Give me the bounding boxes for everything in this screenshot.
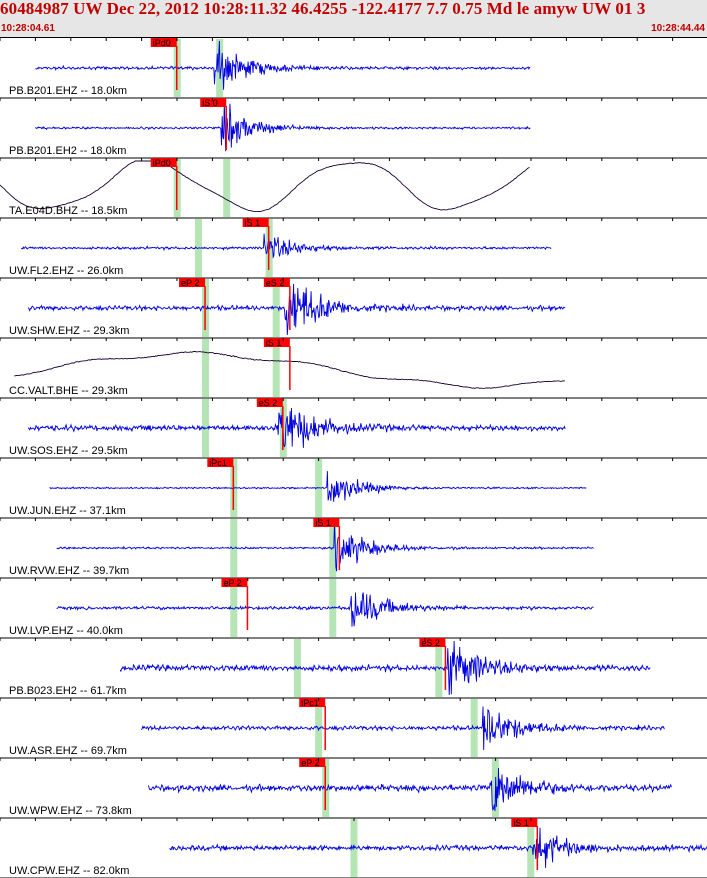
station-label: UW.WPW.EHZ -- 73.8km	[9, 805, 132, 817]
trace-row[interactable]: iPd0 TA.E04D.BHZ -- 18.5km	[0, 158, 707, 219]
phase-pick-label: eS 2	[421, 638, 440, 648]
trace-row[interactable]: eP 2 UW.WPW.EHZ -- 73.8km	[0, 758, 707, 819]
phase-pick-label: eP 2	[223, 578, 241, 588]
phase-pick-label: iS 1	[245, 218, 261, 228]
station-label: UW.CPW.EHZ -- 82.0km	[9, 865, 129, 877]
waveform-trace	[49, 471, 587, 502]
waveform-trace	[148, 767, 672, 811]
window-start-time: 10:28:04.61	[1, 23, 55, 34]
phase-pick-label: iS 0	[202, 98, 218, 108]
phase-pick-label: eS 2	[266, 278, 285, 288]
phase-pick-label: iS 1	[315, 518, 331, 528]
phase-pick-flag[interactable]	[419, 638, 446, 647]
event-summary-title: 60484987 UW Dec 22, 2012 10:28:11.32 46.…	[0, 0, 646, 18]
trace-row[interactable]: iS 1 UW.RVW.EHZ -- 39.7km	[0, 518, 707, 579]
trace-row[interactable]: iPd0 PB.B201.EHZ -- 18.0km	[0, 38, 707, 99]
phase-pick-flag[interactable]	[299, 698, 326, 707]
phase-pick-label: iPc1	[209, 458, 227, 468]
waveform-trace	[35, 40, 531, 90]
trace-row[interactable]: iS 1 UW.FL2.EHZ -- 26.0km	[0, 218, 707, 279]
phase-pick-label: eP 2	[181, 278, 199, 288]
theoretical-arrival-band	[230, 579, 238, 637]
phase-pick-label: eS 2	[259, 398, 278, 408]
trace-row[interactable]: eS 2 UW.SOS.EHZ -- 29.5km	[0, 398, 707, 459]
station-label: UW.SOS.EHZ -- 29.5km	[9, 445, 128, 457]
theoretical-arrival-band	[350, 819, 358, 877]
waveform-trace	[141, 706, 665, 751]
waveform-trace	[20, 233, 552, 259]
station-label: UW.RVW.EHZ -- 39.7km	[9, 565, 129, 577]
theoretical-arrival-band	[315, 699, 323, 757]
station-label: CC.VALT.BHE -- 29.3km	[9, 385, 128, 397]
station-label: PB.B023.EH2 -- 61.7km	[9, 685, 126, 697]
station-label: PB.B201.EHZ -- 18.0km	[9, 85, 127, 97]
trace-row[interactable]: eP 2 UW.LVP.EHZ -- 40.0km	[0, 578, 707, 639]
phase-pick-flag[interactable]	[511, 818, 538, 827]
waveform-trace	[56, 592, 594, 627]
theoretical-arrival-band	[202, 339, 210, 397]
window-end-time: 10:28:44.44	[651, 23, 705, 34]
phase-pick-flag[interactable]	[200, 98, 227, 107]
trace-row[interactable]: eP 2 eS 2 UW.SHW.EHZ -- 29.3km	[0, 278, 707, 339]
theoretical-arrival-band	[223, 159, 231, 217]
phase-pick-flag[interactable]	[150, 158, 177, 167]
phase-pick-flag[interactable]	[263, 278, 290, 287]
phase-pick-flag[interactable]	[221, 578, 248, 587]
phase-pick-label: iPd0	[153, 158, 171, 168]
seismogram-panel: iPd0 PB.B201.EHZ -- 18.0km iS 0 PB.B201.EH2…	[0, 38, 707, 878]
phase-pick-flag[interactable]	[242, 218, 269, 227]
phase-pick-flag[interactable]	[263, 338, 290, 347]
phase-pick-flag[interactable]	[256, 398, 283, 407]
phase-pick-flag[interactable]	[299, 758, 326, 767]
phase-pick-flag[interactable]	[313, 518, 340, 527]
station-label: PB.B201.EH2 -- 18.0km	[9, 145, 126, 157]
trace-row[interactable]: iPc1 UW.ASR.EHZ -- 69.7km	[0, 698, 707, 759]
phase-pick-label: iS 1	[266, 338, 282, 348]
station-label: UW.JUN.EHZ -- 37.1km	[9, 505, 126, 517]
trace-row[interactable]: iS 1 UW.CPW.EHZ -- 82.0km	[0, 818, 707, 878]
station-label: TA.E04D.BHZ -- 18.5km	[9, 205, 127, 217]
waveform-trace	[27, 283, 566, 336]
waveform-trace	[169, 827, 707, 868]
waveform-trace	[35, 100, 531, 152]
trace-row[interactable]: iS 0 PB.B201.EH2 -- 18.0km	[0, 98, 707, 159]
theoretical-arrival-band	[272, 279, 280, 337]
phase-pick-label: iS 1	[513, 818, 529, 828]
phase-pick-flag[interactable]	[207, 458, 234, 467]
phase-pick-flag[interactable]	[150, 38, 177, 47]
waveform-trace	[56, 520, 594, 572]
station-label: UW.SHW.EHZ -- 29.3km	[9, 325, 129, 337]
phase-pick-label: eP 2	[301, 758, 319, 768]
phase-pick-label: iPd0	[153, 38, 171, 48]
trace-row[interactable]: iS 1 CC.VALT.BHE -- 29.3km	[0, 338, 707, 399]
theoretical-arrival-band	[470, 699, 478, 757]
waveform-trace	[27, 407, 566, 448]
event-header: 60484987 UW Dec 22, 2012 10:28:11.32 46.…	[0, 0, 707, 38]
phase-pick-label: iPc1	[301, 698, 319, 708]
phase-pick-flag[interactable]	[179, 278, 206, 287]
trace-row[interactable]: iPc1 UW.JUN.EHZ -- 37.1km	[0, 458, 707, 519]
waveform-trace	[119, 640, 651, 696]
trace-row[interactable]: eS 2 PB.B023.EH2 -- 61.7km	[0, 638, 707, 699]
waveform-trace	[0, 160, 530, 212]
station-label: UW.LVP.EHZ -- 40.0km	[9, 625, 123, 637]
station-label: UW.ASR.EHZ -- 69.7km	[9, 745, 127, 757]
theoretical-arrival-band	[272, 339, 280, 397]
station-label: UW.FL2.EHZ -- 26.0km	[9, 265, 123, 277]
